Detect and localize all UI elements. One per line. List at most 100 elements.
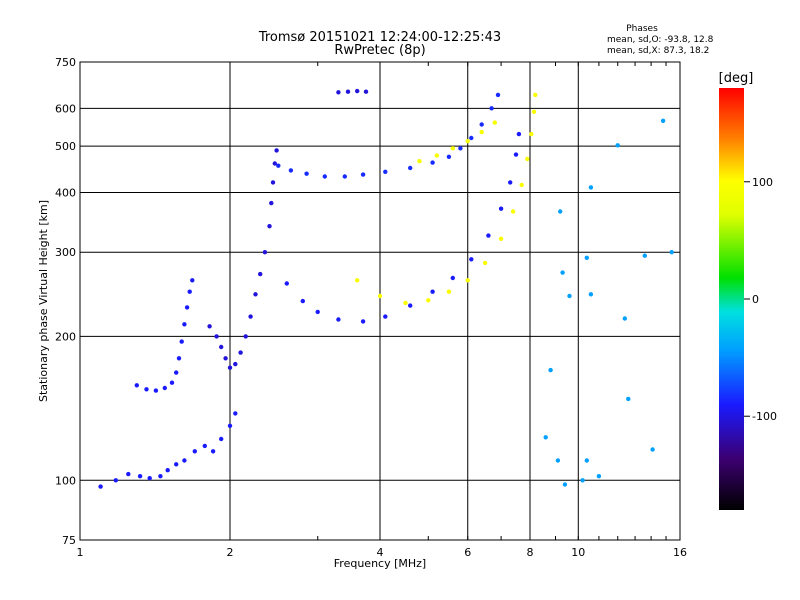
data-point-e-region-low (192, 449, 197, 454)
axis-ticks: 1 2 4 6 8 10 16 75 100 200 300 400 500 600 750 (55, 56, 687, 559)
data-point-f2-upper-x (450, 146, 455, 151)
data-point-f1-cusp (258, 271, 263, 277)
data-point-f1-lower-trace (486, 233, 491, 238)
y-tick-label: 200 (55, 330, 76, 343)
data-point-f1-cusp (253, 292, 258, 297)
data-point-f2-x-trace (465, 278, 470, 283)
data-point-f2-o-trace (495, 92, 501, 98)
data-point-e-region-upper (176, 356, 182, 361)
colorbar-ticks: 100 0 -100 (744, 176, 777, 423)
data-point-f1-lower-trace (336, 317, 341, 322)
data-point-f1-cusp (227, 365, 233, 370)
data-point-f1-lower-trace (469, 257, 474, 262)
data-point-f1-lower-trace (284, 281, 289, 286)
data-point-scattered (543, 435, 548, 440)
data-point-f1-cusp (269, 200, 274, 206)
phase-box-line-x: mean, sd,X: 87.3, 18.2 (607, 46, 709, 56)
data-point-f1-cusp (223, 356, 228, 361)
data-point-f1-cusp (270, 180, 276, 185)
data-point-f2-o-trace (446, 154, 452, 159)
x-axis-label: Frequency [MHz] (334, 557, 426, 570)
data-point-scattered (584, 255, 589, 260)
x-tick-label: 16 (673, 546, 687, 559)
data-point-f1-cusp (233, 361, 238, 367)
data-point-e-region-low (98, 484, 103, 489)
y-tick-label: 600 (55, 102, 76, 115)
data-point-f1-cusp (248, 314, 253, 319)
data-point-scattered (548, 367, 553, 373)
data-point-f2-o-trace (360, 172, 366, 177)
data-point-f2-x-trace (482, 260, 488, 266)
data-point-f1-lower-trace (508, 180, 513, 185)
data-point-scattered (584, 458, 589, 463)
data-point-e-region-low (165, 468, 170, 473)
data-point-f2-x-trace (531, 109, 537, 115)
data-point-scattered (555, 458, 561, 463)
grid (80, 62, 680, 540)
data-point-f2-o-trace (469, 135, 474, 141)
data-point-e-region-low (233, 411, 238, 416)
data-point-f2-o-trace (458, 146, 463, 151)
data-point-scattered (660, 118, 666, 124)
data-point-f1-cusp (267, 224, 272, 229)
y-tick-label: 75 (62, 534, 76, 547)
data-point-scattered (580, 478, 585, 483)
colorbar-tick-label: 0 (752, 293, 759, 306)
data-point-f2-x-trace (510, 209, 516, 214)
y-tick-label: 300 (55, 246, 76, 259)
data-point-e-region-low (158, 474, 163, 479)
data-point-f1-lower-trace (383, 314, 388, 319)
data-point-f2-x-trace (519, 182, 524, 188)
data-point-e-region-low (202, 443, 207, 449)
data-point-f2-o-trace (489, 106, 494, 111)
data-point-e-region-low (227, 423, 233, 428)
phase-box-line-o: mean, sd,O: -93.8, 12.8 (607, 35, 714, 45)
chart-title: Tromsø 20151021 12:24:00-12:25:43 (258, 30, 501, 45)
data-point-f2-o-trace (276, 163, 281, 168)
data-point-f2-x-trace (533, 92, 538, 98)
data-point-f1-cusp (207, 324, 212, 329)
data-point-f1-lower-trace (300, 298, 305, 304)
data-point-e-region-upper (174, 370, 179, 375)
data-point-scattered (588, 185, 594, 190)
data-point-f1-lower-trace (516, 131, 522, 137)
data-point-f2-upper-x (434, 153, 439, 158)
data-point-e-region-low (113, 478, 119, 483)
data-point-top-patch (336, 90, 341, 95)
data-point-e-region-low (219, 436, 224, 442)
data-point-e-region-upper (162, 385, 167, 391)
data-point-e-region-low (182, 458, 187, 463)
data-point-e-region-upper (153, 388, 159, 393)
data-point-f2-x-trace (529, 131, 534, 137)
data-point-scattered (562, 482, 568, 487)
data-point-f1-lower-trace (360, 319, 366, 324)
data-point-e-region-upper (134, 383, 139, 388)
data-point-scattered (626, 396, 631, 402)
data-point-e-region-upper (182, 322, 187, 327)
data-point-e-region-upper (187, 289, 192, 294)
data-point-scattered (642, 253, 647, 258)
x-tick-label: 8 (527, 546, 534, 559)
data-point-e-region-upper (190, 278, 195, 283)
data-point-e-region-upper (184, 305, 190, 310)
data-point-scattered (588, 292, 594, 297)
data-point-scattered (622, 316, 627, 321)
colorbar-label: [deg] (719, 71, 754, 86)
y-tick-label: 100 (55, 474, 76, 487)
y-tick-label: 750 (55, 56, 76, 69)
data-point-f2-upper-x (492, 120, 497, 125)
chart-subtitle: RwPretec (8p) (334, 43, 425, 58)
data-point-f2-o-trace (479, 122, 484, 127)
data-point-f1-cusp (214, 334, 219, 339)
data-point-f2-x-trace (446, 289, 452, 294)
colorbar-tick-label: -100 (752, 410, 777, 423)
data-point-f2-upper-x (479, 129, 484, 135)
data-point-e-region-low (126, 471, 131, 477)
data-point-f1-cusp (274, 148, 279, 153)
y-axis-label: Stationary phase Virtual Height [km] (37, 200, 50, 402)
data-point-e-region-low (147, 476, 152, 481)
data-point-f2-o-trace (342, 174, 347, 179)
y-tick-label: 500 (55, 140, 76, 153)
data-point-f2-x-trace (377, 293, 383, 299)
